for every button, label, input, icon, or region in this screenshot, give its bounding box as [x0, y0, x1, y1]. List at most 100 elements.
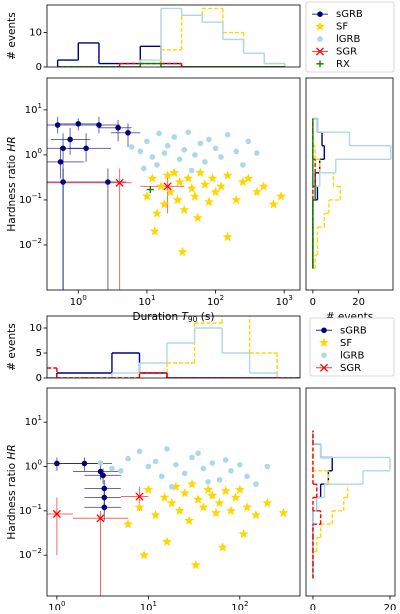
tick-label-exp: 0: [61, 600, 65, 608]
tick-label: 100: [70, 294, 87, 308]
y-axis-label-part: HR: [6, 136, 18, 151]
data-point: [164, 142, 171, 149]
data-point: [250, 509, 261, 520]
x-axis-label-part: T: [181, 311, 189, 323]
data-point: [166, 497, 177, 508]
tick-label-exp: 3: [288, 294, 292, 302]
data-point: [57, 159, 64, 165]
plot-area: [47, 316, 300, 378]
tick-label-exp: −1: [32, 192, 42, 200]
data-point: [161, 150, 168, 156]
data-point: [243, 173, 254, 183]
tick-label-base: 10: [19, 195, 32, 206]
tick-label-exp: 1: [38, 414, 42, 422]
data-point: [81, 460, 88, 467]
data-point: [54, 122, 61, 128]
legend-marker: [321, 352, 327, 359]
data-point: [101, 494, 108, 501]
tick-label-base: 10: [19, 506, 32, 517]
data-point: [75, 121, 82, 127]
y-axis-label: # events: [6, 12, 18, 60]
data-point: [162, 536, 172, 547]
data-point: [159, 492, 170, 502]
y-axis-label-part: Hardness ratio: [6, 152, 18, 232]
tick-label: 0: [36, 373, 42, 384]
data-point: [186, 183, 197, 193]
data-point: [222, 231, 233, 242]
tick-label-exp: 0: [82, 294, 86, 302]
tick-label-exp: −2: [32, 237, 42, 245]
data-point: [183, 173, 194, 183]
data-point: [197, 140, 204, 147]
tick-label-base: 10: [48, 603, 61, 610]
data-point: [190, 559, 201, 570]
data-point: [162, 170, 173, 180]
tick-label: 5: [36, 348, 42, 359]
data-point: [137, 148, 144, 155]
data-point: [179, 204, 190, 215]
data-point: [97, 460, 104, 466]
tick-label: 10−2: [19, 237, 42, 251]
legend-label: SF: [336, 22, 348, 33]
tick-label-base: 10: [25, 150, 38, 161]
data-point: [144, 138, 150, 145]
plot-area: [47, 116, 286, 290]
tick-label-exp: 1: [38, 102, 42, 110]
data-point: [206, 136, 212, 143]
data-point: [163, 182, 172, 191]
data-point: [96, 514, 105, 523]
tick-label: 0: [310, 297, 316, 308]
axes-frame: [305, 77, 394, 291]
data-point: [185, 129, 192, 135]
data-point: [143, 484, 154, 494]
tick-label-base: 10: [207, 297, 220, 308]
axes-frame: [46, 315, 301, 379]
data-point: [220, 485, 231, 496]
data-point: [209, 460, 216, 466]
legend-box: [305, 1, 395, 73]
tick-label: 103: [276, 294, 293, 308]
data-point: [193, 494, 204, 504]
tick-label-base: 10: [25, 105, 38, 116]
data-point: [174, 505, 185, 516]
tick-label-base: 10: [19, 240, 32, 251]
y-axis-label: Hardness ratio HR: [6, 136, 18, 231]
data-point: [118, 468, 124, 474]
data-point: [83, 145, 89, 152]
legend-marker: [319, 363, 329, 372]
axes-frame: [46, 4, 301, 68]
tick-label-base: 10: [25, 462, 38, 473]
tick-label: 101: [140, 600, 157, 610]
legend-label: lGRB: [336, 34, 360, 45]
tick-label-exp: 1: [152, 600, 156, 608]
plot-area: [312, 117, 392, 270]
data-point: [240, 162, 246, 168]
tick-label: 101: [138, 294, 155, 308]
data-point: [101, 485, 108, 492]
data-point: [192, 212, 203, 223]
tick-label: 10−1: [19, 192, 42, 206]
data-point: [149, 226, 160, 236]
data-point: [60, 145, 66, 152]
data-point: [192, 152, 198, 158]
data-point: [278, 507, 289, 518]
data-point: [150, 509, 161, 520]
legend-label: sGRB: [336, 9, 363, 20]
data-point: [156, 130, 162, 137]
data-point: [164, 446, 170, 452]
data-point: [237, 461, 243, 468]
data-point: [198, 502, 209, 512]
data-point: [224, 131, 231, 138]
tick-label: 20: [384, 603, 397, 610]
data-point: [211, 507, 222, 518]
data-point: [105, 179, 111, 185]
data-point: [152, 208, 162, 218]
data-point: [205, 479, 211, 485]
data-point: [216, 181, 226, 191]
data-point: [155, 181, 166, 191]
data-point: [177, 246, 188, 257]
data-point: [203, 484, 214, 494]
tick-label: 20: [352, 297, 365, 308]
data-point: [101, 504, 108, 511]
tick-label: 10: [29, 28, 42, 39]
